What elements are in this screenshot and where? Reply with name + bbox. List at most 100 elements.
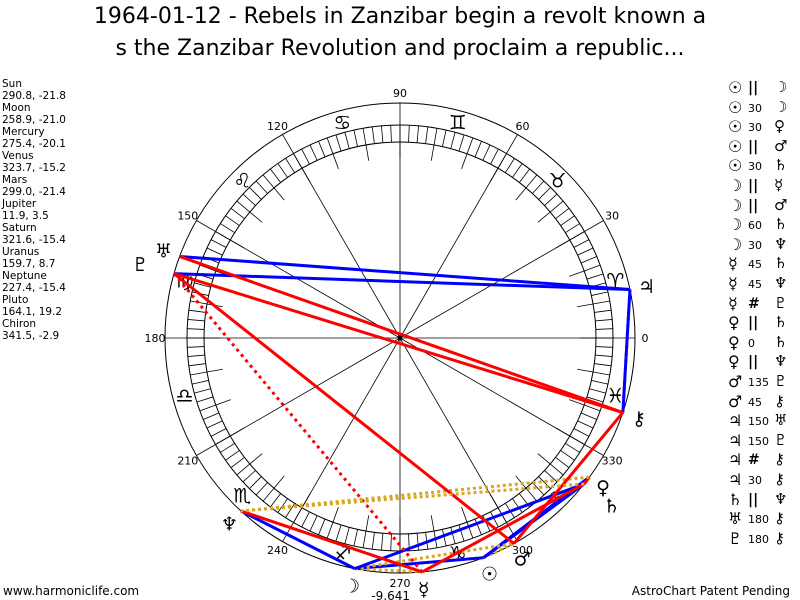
aspect-row: ♂ 45 ⚷ bbox=[728, 392, 800, 412]
ring-tick bbox=[301, 511, 310, 528]
ring-tick bbox=[592, 300, 610, 305]
planet-glyph-icon: ♂ bbox=[728, 372, 743, 391]
ring-tick bbox=[225, 215, 240, 226]
aspect-type: # bbox=[748, 452, 760, 469]
sign-spoke bbox=[282, 134, 401, 339]
aspect-type: 45 bbox=[748, 258, 762, 272]
aspect-row: ☉ 30 ♄ bbox=[728, 156, 800, 176]
ring-tick bbox=[285, 158, 296, 173]
decan-tick bbox=[273, 187, 285, 201]
planet-glyph-icon: ☉ bbox=[728, 97, 743, 117]
planet-glyph-icon: ☿ bbox=[728, 254, 738, 274]
aspect-row: ☽ 60 ♄ bbox=[728, 215, 800, 235]
ring-tick bbox=[442, 129, 447, 147]
planet-glyph-icon: ⚷ bbox=[774, 528, 785, 547]
ring-tick bbox=[318, 141, 326, 158]
planet-glyph-icon: ♄ bbox=[728, 489, 743, 509]
aspect-row: ♃ 30 ⚷ bbox=[728, 470, 800, 490]
zodiac-sign-icon: ♌ bbox=[233, 168, 251, 192]
ring-tick bbox=[573, 428, 590, 437]
planet-glyph-icon: ☽ bbox=[728, 176, 743, 195]
degree-label: 150 bbox=[177, 210, 198, 223]
zodiac-sign-icon: ♎ bbox=[176, 384, 194, 408]
ring-tick bbox=[595, 319, 613, 322]
ring-tick bbox=[416, 125, 419, 143]
ring-tick bbox=[532, 180, 545, 194]
aspect-type: || bbox=[748, 354, 759, 371]
ring-tick bbox=[433, 128, 438, 146]
aspect-row: ♃ # ⚷ bbox=[728, 450, 800, 470]
ring-tick bbox=[442, 529, 447, 547]
ring-tick bbox=[482, 144, 491, 161]
ring-tick bbox=[591, 380, 609, 385]
ring-tick bbox=[196, 396, 214, 403]
aspect-row: ☿ 45 ♄ bbox=[728, 254, 800, 274]
planet-glyph-icon: ⚷ bbox=[774, 470, 785, 488]
aspect-row: ♃ 150 ♅ bbox=[728, 411, 800, 431]
planet-glyph-icon: ♀ bbox=[728, 352, 740, 372]
ring-tick bbox=[188, 309, 206, 313]
ring-tick bbox=[518, 168, 530, 183]
degree-label: 0 bbox=[642, 332, 649, 345]
ring-tick bbox=[565, 223, 580, 234]
aspect-line bbox=[354, 542, 515, 571]
aspect-type: 60 bbox=[748, 219, 762, 233]
degree-label: 90 bbox=[393, 87, 407, 100]
ring-tick bbox=[203, 412, 220, 420]
planet-neptune-icon: ♆ bbox=[221, 513, 238, 535]
degree-label: 330 bbox=[602, 455, 623, 468]
zodiac-sign-icon: ♈ bbox=[606, 268, 624, 292]
planet-coords-jupiter: 11.9, 3.5 bbox=[2, 210, 49, 222]
aspect-type: 45 bbox=[748, 278, 762, 291]
ring-tick bbox=[225, 450, 240, 461]
ring-tick bbox=[390, 125, 392, 143]
ring-tick bbox=[490, 148, 499, 165]
chart-title-line1: 1964-01-12 - Rebels in Zanzibar begin a … bbox=[93, 4, 707, 29]
aspect-type: 30 bbox=[748, 160, 762, 174]
ring-tick bbox=[595, 328, 613, 330]
ring-tick bbox=[270, 493, 282, 508]
aspect-type: 30 bbox=[748, 474, 762, 487]
planet-glyph-icon: ☽ bbox=[728, 215, 743, 235]
aspect-line bbox=[240, 509, 423, 574]
ring-tick bbox=[474, 518, 482, 535]
planet-name-venus: Venus bbox=[2, 150, 34, 162]
aspect-row: ♀ 0 ♄ bbox=[728, 333, 800, 353]
decan-tick bbox=[515, 187, 527, 201]
planet-saturn-icon: ♄ bbox=[603, 496, 620, 518]
ring-tick bbox=[560, 450, 575, 461]
aspect-row: ♃ 150 ♇ bbox=[728, 431, 800, 451]
planet-moon-icon: ☽ bbox=[343, 575, 360, 597]
decan-tick bbox=[249, 453, 263, 465]
ring-tick bbox=[512, 163, 523, 178]
decan-tick bbox=[365, 515, 370, 532]
aspect-line bbox=[240, 475, 590, 513]
planet-glyph-icon: ♇ bbox=[774, 372, 788, 390]
aspect-line bbox=[172, 272, 424, 573]
aspect-row: ☉ 30 ☽ bbox=[728, 98, 800, 118]
decan-tick bbox=[569, 399, 585, 406]
aspect-line bbox=[621, 289, 632, 413]
degree-label: 120 bbox=[267, 120, 288, 133]
decan-tick bbox=[515, 475, 527, 489]
aspect-row: ☽ || ☿ bbox=[728, 176, 800, 196]
planet-coords-chiron: 341.5, -2.9 bbox=[2, 330, 60, 342]
aspect-type: 30 bbox=[748, 101, 762, 115]
website-link[interactable]: www.harmoniclife.com bbox=[3, 584, 140, 598]
planet-coords-venus: 323.7, -15.2 bbox=[2, 162, 66, 174]
aspect-type: # bbox=[748, 295, 760, 312]
ring-tick bbox=[191, 380, 209, 385]
degree-label: 60 bbox=[516, 120, 530, 133]
chart-title-line2: s the Zanzibar Revolution and proclaim a… bbox=[115, 36, 685, 61]
decan-tick bbox=[332, 507, 339, 523]
ring-tick bbox=[326, 522, 334, 539]
aspect-line bbox=[421, 482, 585, 574]
planet-coords-saturn: 321.6, -15.4 bbox=[2, 234, 66, 246]
ring-tick bbox=[512, 498, 523, 513]
aspect-type: 180 bbox=[748, 532, 769, 546]
ring-tick bbox=[362, 530, 367, 548]
ring-tick bbox=[390, 533, 392, 551]
ring-tick bbox=[210, 239, 227, 248]
planet-coords-neptune: 227.4, -15.4 bbox=[2, 282, 66, 294]
ring-tick bbox=[466, 137, 474, 154]
